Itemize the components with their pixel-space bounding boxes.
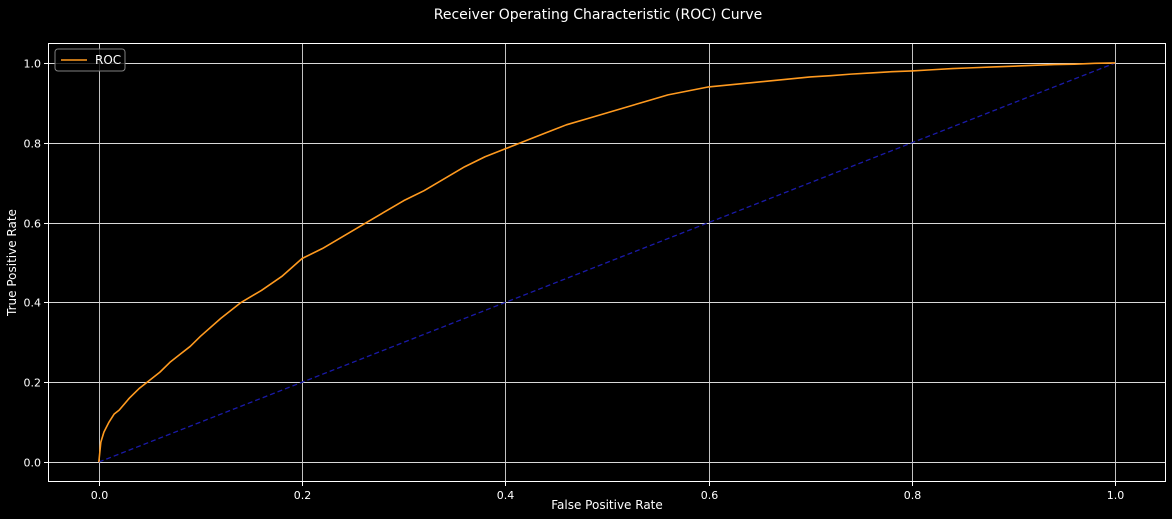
x-tick-label: 0.8: [904, 489, 922, 502]
y-tick-label: 0.6: [24, 218, 42, 231]
series-layer: [98, 62, 1116, 463]
y-tick-label: 0.4: [24, 297, 42, 310]
legend-label: ROC: [95, 53, 121, 67]
x-tick-label: 0.4: [497, 489, 515, 502]
y-tick-label: 0.0: [24, 457, 42, 470]
x-tick-label: 1.0: [1107, 489, 1125, 502]
y-tick-label: 0.2: [24, 377, 42, 390]
y-axis-title: True Positive Rate: [5, 209, 19, 317]
x-tick-label: 0.6: [701, 489, 719, 502]
legend: ROC: [54, 48, 126, 72]
legend-box: [54, 48, 126, 72]
chart-title: Receiver Operating Characteristic (ROC) …: [434, 7, 763, 23]
roc-series-line: [98, 62, 1116, 463]
x-tick-label: 0.0: [91, 489, 109, 502]
y-tick-label: 0.8: [24, 138, 42, 151]
x-axis-title: False Positive Rate: [551, 498, 663, 512]
chance-diagonal-line: [98, 62, 1116, 463]
plot-frame: [48, 43, 1166, 482]
y-tick-label: 1.0: [24, 58, 42, 71]
x-tick-label: 0.2: [294, 489, 312, 502]
grid-lines: [48, 43, 1166, 482]
tick-layer: 0.0 0.2 0.4 0.6 0.8 1.0 0.0 0.2 0.4 0.6 0.8 1.0: [24, 58, 1125, 503]
